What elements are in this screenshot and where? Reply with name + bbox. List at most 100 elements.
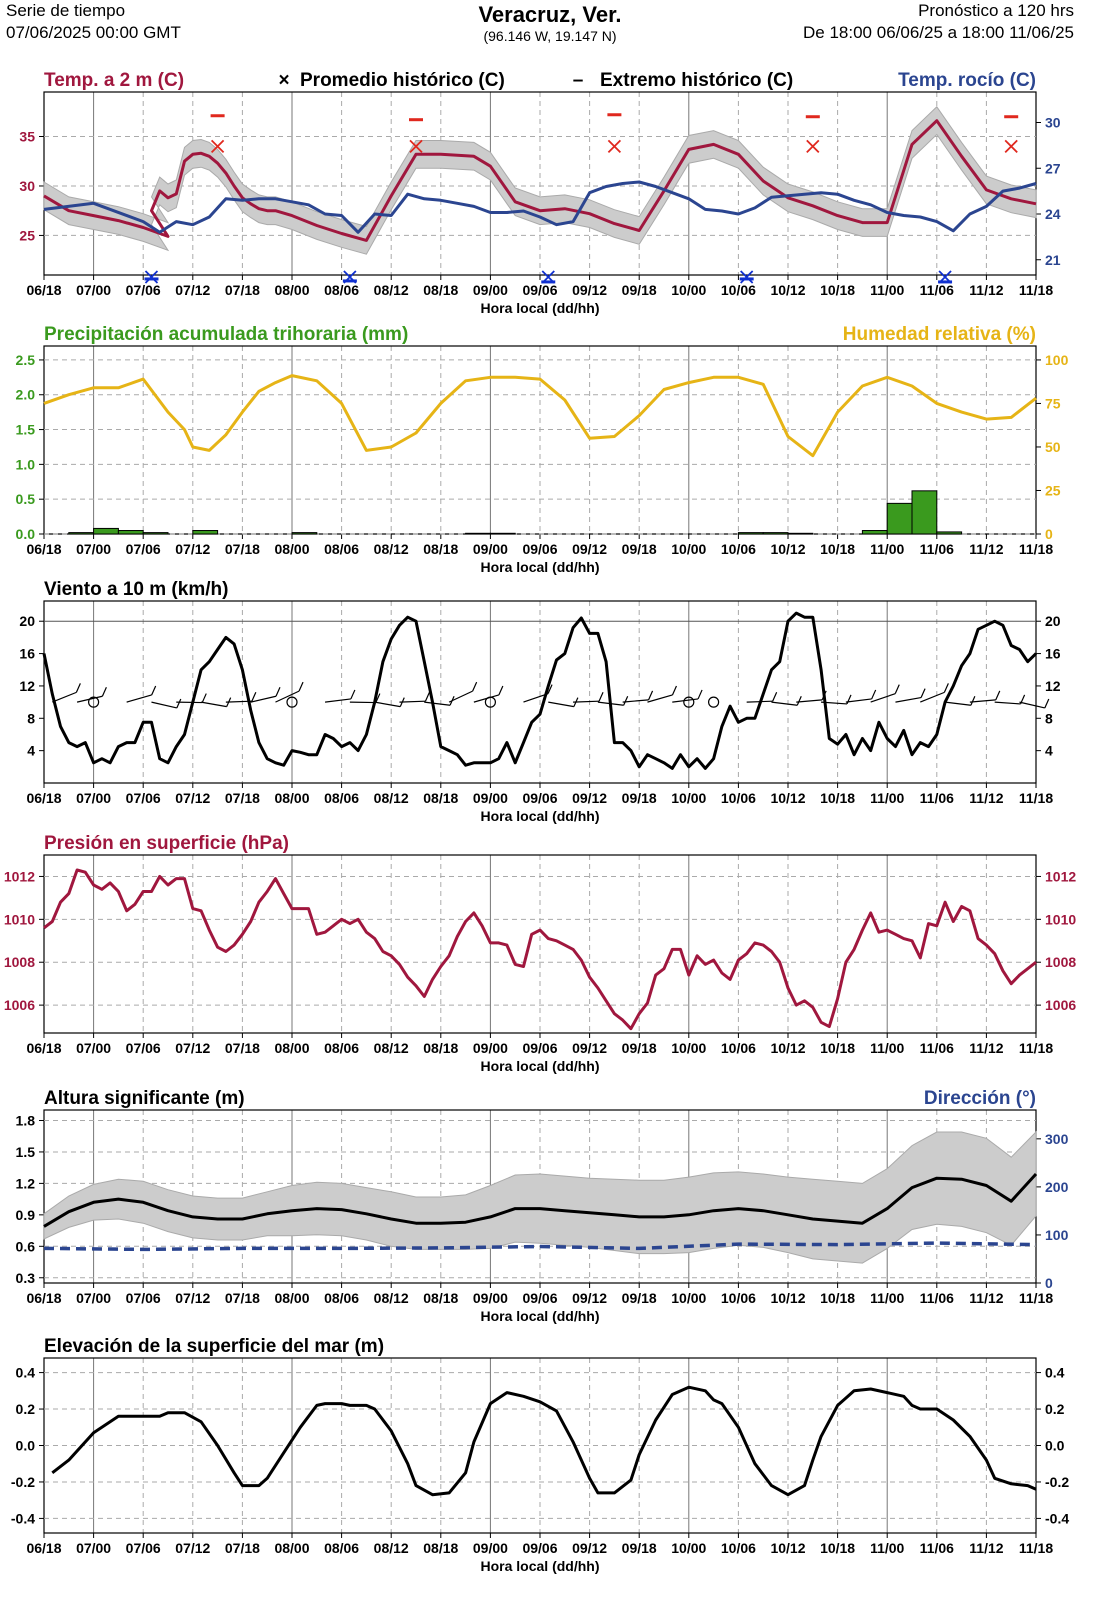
x-tick-label: 07/18 — [225, 1290, 260, 1306]
x-tick-label: 09/12 — [572, 541, 607, 557]
temp-series-line — [43, 119, 1037, 242]
y-tick-label: 0.5 — [16, 491, 36, 507]
y-tick-label-right: 25 — [1045, 482, 1061, 498]
x-tick-label: 06/18 — [26, 790, 61, 806]
wind-barb-feather — [772, 691, 778, 702]
x-tick-label: 11/12 — [969, 1040, 1003, 1056]
wind-barb-feather — [472, 681, 478, 692]
y-tick-label: 20 — [19, 613, 35, 629]
x-tick-label: 11/06 — [920, 1290, 954, 1306]
wind-barb-feather — [75, 683, 81, 693]
x-tick-label: 09/18 — [622, 1040, 657, 1056]
wind-barb-feather — [151, 685, 157, 696]
x-tick-label: 07/12 — [175, 541, 210, 557]
x-tick-label: 10/18 — [820, 790, 855, 806]
x-tick-label: 10/12 — [770, 1540, 805, 1556]
x-tick-label: 10/00 — [671, 282, 706, 298]
precip-bar — [291, 532, 318, 535]
y-tick-label-right: 20 — [1045, 613, 1061, 629]
y-tick-label-right: 100 — [1045, 1227, 1069, 1243]
x-axis-label: Hora local (dd/hh) — [481, 1558, 600, 1574]
y-tick-label-right: -0.2 — [1045, 1474, 1069, 1490]
x-tick-label: 08/06 — [324, 1040, 359, 1056]
wind-barb — [870, 693, 896, 703]
x-tick-label: 07/00 — [76, 1040, 111, 1056]
y-tick-label: 1012 — [4, 868, 35, 884]
x-tick-label: 10/06 — [721, 790, 756, 806]
x-tick-label: 08/06 — [324, 282, 359, 298]
x-tick-label: 08/12 — [374, 1290, 409, 1306]
x-tick-label: 09/18 — [622, 541, 657, 557]
wave-direction-line — [43, 1241, 1037, 1252]
x-tick-label: 10/18 — [820, 1290, 855, 1306]
wind-barb — [374, 701, 401, 708]
y-tick-label: 12 — [19, 678, 35, 694]
x-tick-label: 09/00 — [473, 1540, 508, 1556]
x-tick-label: 07/12 — [175, 1040, 210, 1056]
header-right: Pronóstico a 120 hrs De 18:00 06/06/25 a… — [803, 0, 1074, 44]
wind-barb — [1019, 701, 1045, 709]
y-tick-label: 0.2 — [16, 1401, 36, 1417]
x-tick-label: 08/00 — [274, 1290, 309, 1306]
x-tick-label: 09/18 — [622, 1540, 657, 1556]
y-tick-label-right: 24 — [1045, 206, 1061, 222]
x-tick-label: 08/06 — [324, 541, 359, 557]
wind-barb-feather — [970, 696, 976, 706]
x-tick-label: 07/06 — [126, 282, 161, 298]
precip-bar — [911, 490, 938, 535]
dewpoint-series-line — [43, 180, 1037, 234]
calm-wind-marker — [683, 696, 695, 708]
x-tick-label: 11/00 — [870, 790, 904, 806]
panel-title-humidity: Humedad relativa (%) — [843, 324, 1036, 345]
wind-barb-feather — [101, 687, 107, 697]
x-tick-label: 10/18 — [820, 541, 855, 557]
x-tick-label: 10/12 — [770, 790, 805, 806]
y-tick-label-right: 30 — [1045, 115, 1061, 131]
wind-barb — [151, 701, 177, 709]
y-tick-label-right: 50 — [1045, 439, 1061, 455]
wind-barb — [275, 690, 300, 703]
x-tick-label: 07/00 — [76, 541, 111, 557]
wind-barb-feather — [275, 687, 281, 697]
panel-border — [43, 600, 1037, 784]
wind-barb — [944, 701, 971, 706]
x-tick-label: 08/12 — [374, 790, 409, 806]
x-tick-label: 07/06 — [126, 1290, 161, 1306]
calm-wind-marker — [87, 696, 100, 708]
y-tick-label-right: 1006 — [1045, 997, 1076, 1013]
x-tick-label: 11/18 — [1019, 790, 1053, 806]
x-tick-label: 08/18 — [423, 1040, 458, 1056]
sea-level-line — [51, 1385, 1037, 1497]
header-center: Veracruz, Ver. (96.146 W, 19.147 N) — [0, 2, 1100, 44]
panel-4-frame: 06/18 07/00 07/06 07/12 07/18 08/00 08/06 08/12… — [4, 833, 1077, 1074]
wind-barb — [548, 701, 574, 708]
x-tick-label: 07/12 — [175, 1290, 210, 1306]
x-tick-label: 10/00 — [671, 541, 706, 557]
y-tick-label: 30 — [19, 178, 35, 194]
wave-height-line — [43, 1172, 1038, 1228]
panel-title-temp: Temp. a 2 m (C) — [44, 70, 184, 91]
y-tick-label: 2.5 — [16, 352, 36, 368]
x-tick-label: 11/12 — [969, 1290, 1003, 1306]
y-tick-label-right: 8 — [1045, 710, 1053, 726]
wind-barb — [200, 701, 227, 708]
x-tick-label: 08/18 — [423, 1290, 458, 1306]
x-tick-label: 07/06 — [126, 1540, 161, 1556]
y-tick-label-right: 100 — [1045, 352, 1069, 368]
x-tick-label: 07/18 — [225, 541, 260, 557]
panel-title-wave-height: Altura significante (m) — [44, 1088, 245, 1109]
panel-1-frame: 06/18 07/00 07/06 07/12 07/18 08/00 08/06 08/12… — [19, 70, 1060, 316]
x-tick-label: 09/12 — [572, 282, 607, 298]
series-type-label: Serie de tiempo — [6, 1, 126, 20]
x-tick-label: 07/00 — [76, 790, 111, 806]
wind-barb-feather — [920, 688, 926, 698]
wind-barb — [424, 701, 451, 706]
x-tick-label: 09/00 — [473, 541, 508, 557]
y-tick-label: 4 — [27, 743, 35, 759]
calm-wind-marker — [484, 696, 496, 708]
x-tick-label: 09/06 — [522, 1540, 557, 1556]
x-axis-label: Hora local (dd/hh) — [481, 300, 600, 316]
precip-bar — [117, 530, 144, 535]
x-tick-label: 08/00 — [274, 1040, 309, 1056]
hist-mean-max-marker — [210, 139, 225, 154]
